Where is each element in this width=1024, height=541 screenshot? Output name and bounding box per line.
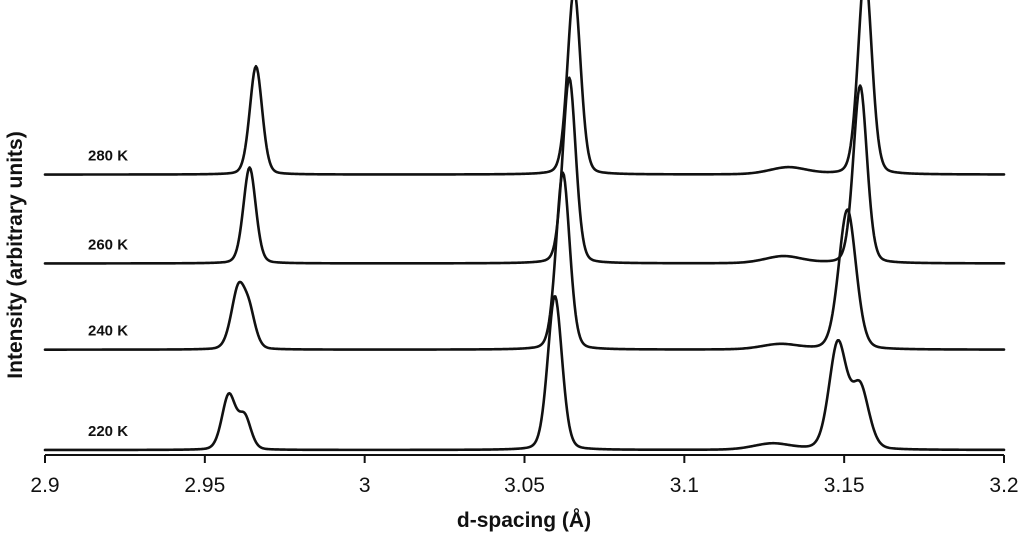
series-labels: 220 K 240 K 260 K 280 K — [88, 148, 128, 440]
series-label: 240 K — [88, 323, 128, 340]
x-tick-label: 3 — [359, 474, 371, 497]
x-tick-label: 3.15 — [824, 474, 865, 497]
y-axis-title: Intensity (arbitrary units) — [4, 131, 27, 378]
x-tick-label: 3.2 — [989, 474, 1018, 497]
x-axis-title: d-spacing (Å) — [457, 508, 591, 532]
x-axis-tick-labels: 2.9 2.95 3 3.05 3.1 3.15 3.2 — [30, 474, 1018, 497]
series-line-280-k — [43, 0, 1006, 176]
series-line-240-k — [43, 171, 1006, 351]
x-tick-label: 2.9 — [30, 474, 59, 497]
x-tick-label: 3.1 — [670, 474, 699, 497]
series-line-220-k — [43, 295, 1006, 452]
x-tick-label: 2.95 — [184, 474, 225, 497]
x-tick-label: 3.05 — [504, 474, 545, 497]
x-axis-ticks — [44, 455, 1005, 463]
series-label: 220 K — [88, 423, 128, 440]
series-label: 280 K — [88, 148, 128, 165]
series-label: 260 K — [88, 236, 128, 253]
series-line-260-k — [43, 76, 1006, 265]
traces-group — [43, 0, 1006, 452]
